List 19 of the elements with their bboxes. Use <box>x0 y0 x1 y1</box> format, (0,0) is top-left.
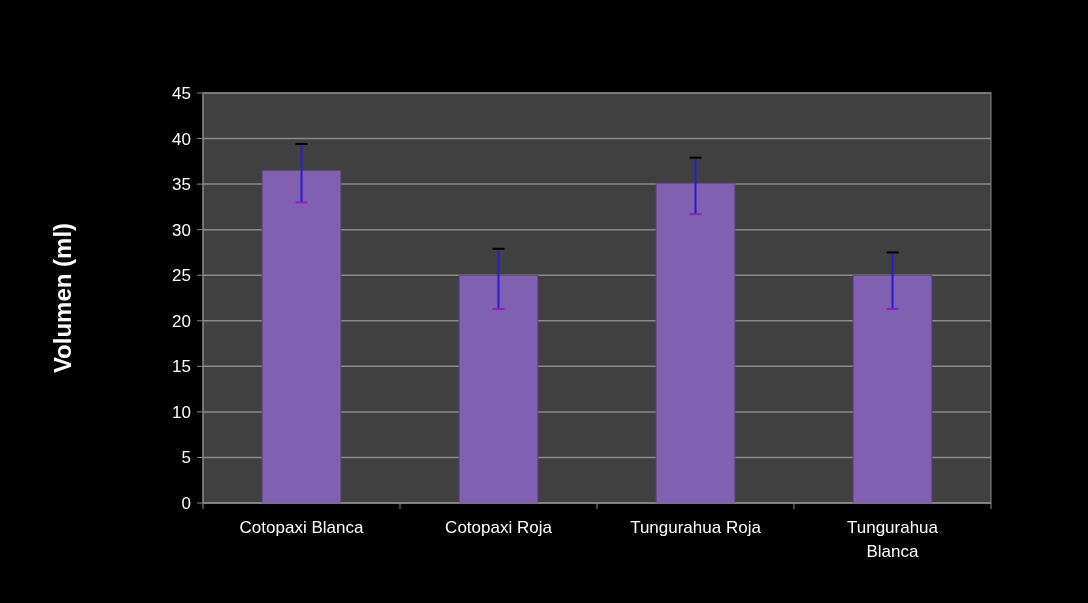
x-tick-label: Tungurahua Roja <box>630 518 762 537</box>
y-tick-label: 40 <box>172 129 191 149</box>
y-axis-title: Volumen (ml) <box>49 222 76 374</box>
x-tick-label: Cotopaxi Roja <box>445 518 553 537</box>
y-tick-label: 0 <box>181 493 191 513</box>
bar <box>261 169 342 504</box>
bar <box>852 274 933 504</box>
y-tick-label: 25 <box>172 266 191 286</box>
y-tick-label: 45 <box>172 83 191 103</box>
y-tick-label: 10 <box>172 402 191 422</box>
y-tick-label: 5 <box>181 448 191 468</box>
y-tick-label: 35 <box>172 175 191 195</box>
y-tick-label: 15 <box>172 357 191 377</box>
y-tick-label: 20 <box>172 311 191 331</box>
x-tick-label: Cotopaxi Blanca <box>239 518 364 537</box>
x-tick-label: Tungurahua Blanca <box>846 518 939 561</box>
bar <box>458 274 539 504</box>
y-tick-label: 30 <box>172 220 191 240</box>
bar <box>655 182 736 504</box>
